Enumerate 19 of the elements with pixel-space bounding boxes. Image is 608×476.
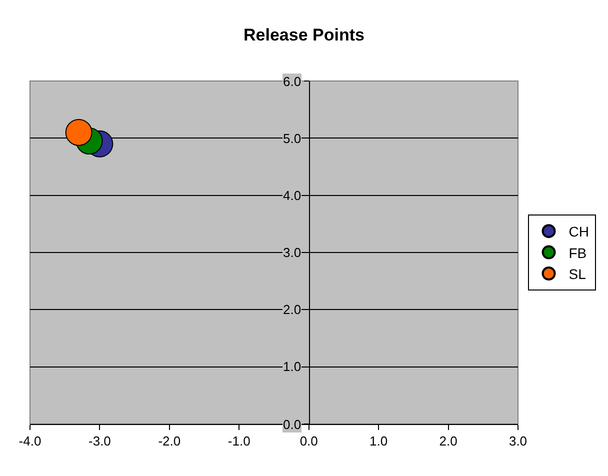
- x-tick-label: -4.0: [18, 434, 42, 449]
- legend-label: SL: [568, 266, 586, 282]
- y-tick-label: 6.0: [283, 74, 302, 89]
- y-tick-label: 2.0: [283, 302, 302, 317]
- x-tick-label: -2.0: [158, 434, 181, 449]
- x-tick-label: -1.0: [228, 434, 250, 449]
- chart-title: Release Points: [244, 25, 364, 44]
- x-tick-label: 3.0: [508, 434, 528, 449]
- legend-label: FB: [568, 244, 587, 261]
- y-tick-label: 3.0: [283, 245, 302, 260]
- y-tick-label: 0.0: [283, 417, 302, 432]
- y-tick-label: 1.0: [283, 359, 302, 374]
- x-tick-label: -3.0: [88, 434, 111, 449]
- y-tick-label: 4.0: [283, 188, 302, 203]
- y-tick-label: 5.0: [283, 131, 302, 146]
- x-tick-label: 2.0: [439, 434, 458, 449]
- x-tick-label: 1.0: [370, 434, 388, 449]
- x-tick-label: 0.0: [300, 434, 318, 449]
- legend-label: CH: [568, 224, 589, 240]
